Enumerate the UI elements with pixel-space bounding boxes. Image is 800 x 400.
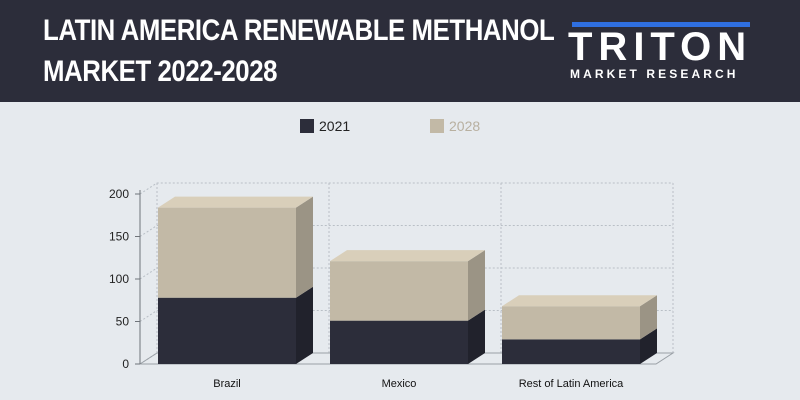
gridline [139,182,673,195]
stacked-bar-chart: 0 50 100 150 200 Brazil Mexico Rest of Latin Am… [109,118,675,390]
y-tick-label: 200 [109,187,129,201]
bar-segment-2021 [502,339,640,364]
legend-item-2028: 2028 [430,118,480,134]
bar-segment-2028 [158,207,296,298]
bar-side-2028 [296,196,313,298]
bar-segment-2021 [158,297,296,364]
legend-item-2021: 2021 [300,118,350,134]
bar-top-2028 [502,295,657,307]
bar-segment-2028 [502,306,640,340]
bar-top-2028 [158,196,313,208]
bar-top-2028 [330,250,485,262]
logo-accent-bar [572,22,750,27]
legend-label: 2021 [319,118,350,134]
legend-swatch [430,119,444,133]
gridline [139,225,673,237]
legend-swatch [300,119,314,133]
header-banner: LATIN AMERICA RENEWABLE METHANOL MARKET … [0,0,800,102]
logo-wordmark: TRITON [568,25,753,69]
x-category-label: Brazil [213,378,241,390]
bar-stack-mexico [330,250,485,364]
bar-side-2021 [640,328,657,364]
triton-logo: TRITON MARKET RESEARCH [568,19,758,85]
bar-side-2028 [468,250,485,321]
x-category-label: Mexico [382,378,417,390]
y-tick-label: 50 [116,315,130,329]
bar-stack-rest-of-latin-america [502,295,657,364]
x-category-label: Rest of Latin America [519,378,624,390]
y-tick-label: 150 [109,230,129,244]
bar-segment-2021 [330,320,468,364]
bar-segment-2028 [330,261,468,321]
bar-side-2021 [296,286,313,364]
bar-stack-brazil [158,196,313,364]
y-tick-label: 0 [122,357,129,371]
title-line-1: LATIN AMERICA RENEWABLE METHANOL [43,14,555,47]
page-title: LATIN AMERICA RENEWABLE METHANOL MARKET … [43,10,555,92]
legend-label: 2028 [449,118,480,134]
logo-tagline: MARKET RESEARCH [570,67,739,81]
gridline [139,310,673,322]
bar-side-2021 [468,309,485,364]
bar-side-2028 [640,295,657,340]
y-tick-label: 100 [109,272,129,286]
chart-floor [138,352,675,365]
title-line-2: MARKET 2022-2028 [43,55,278,88]
